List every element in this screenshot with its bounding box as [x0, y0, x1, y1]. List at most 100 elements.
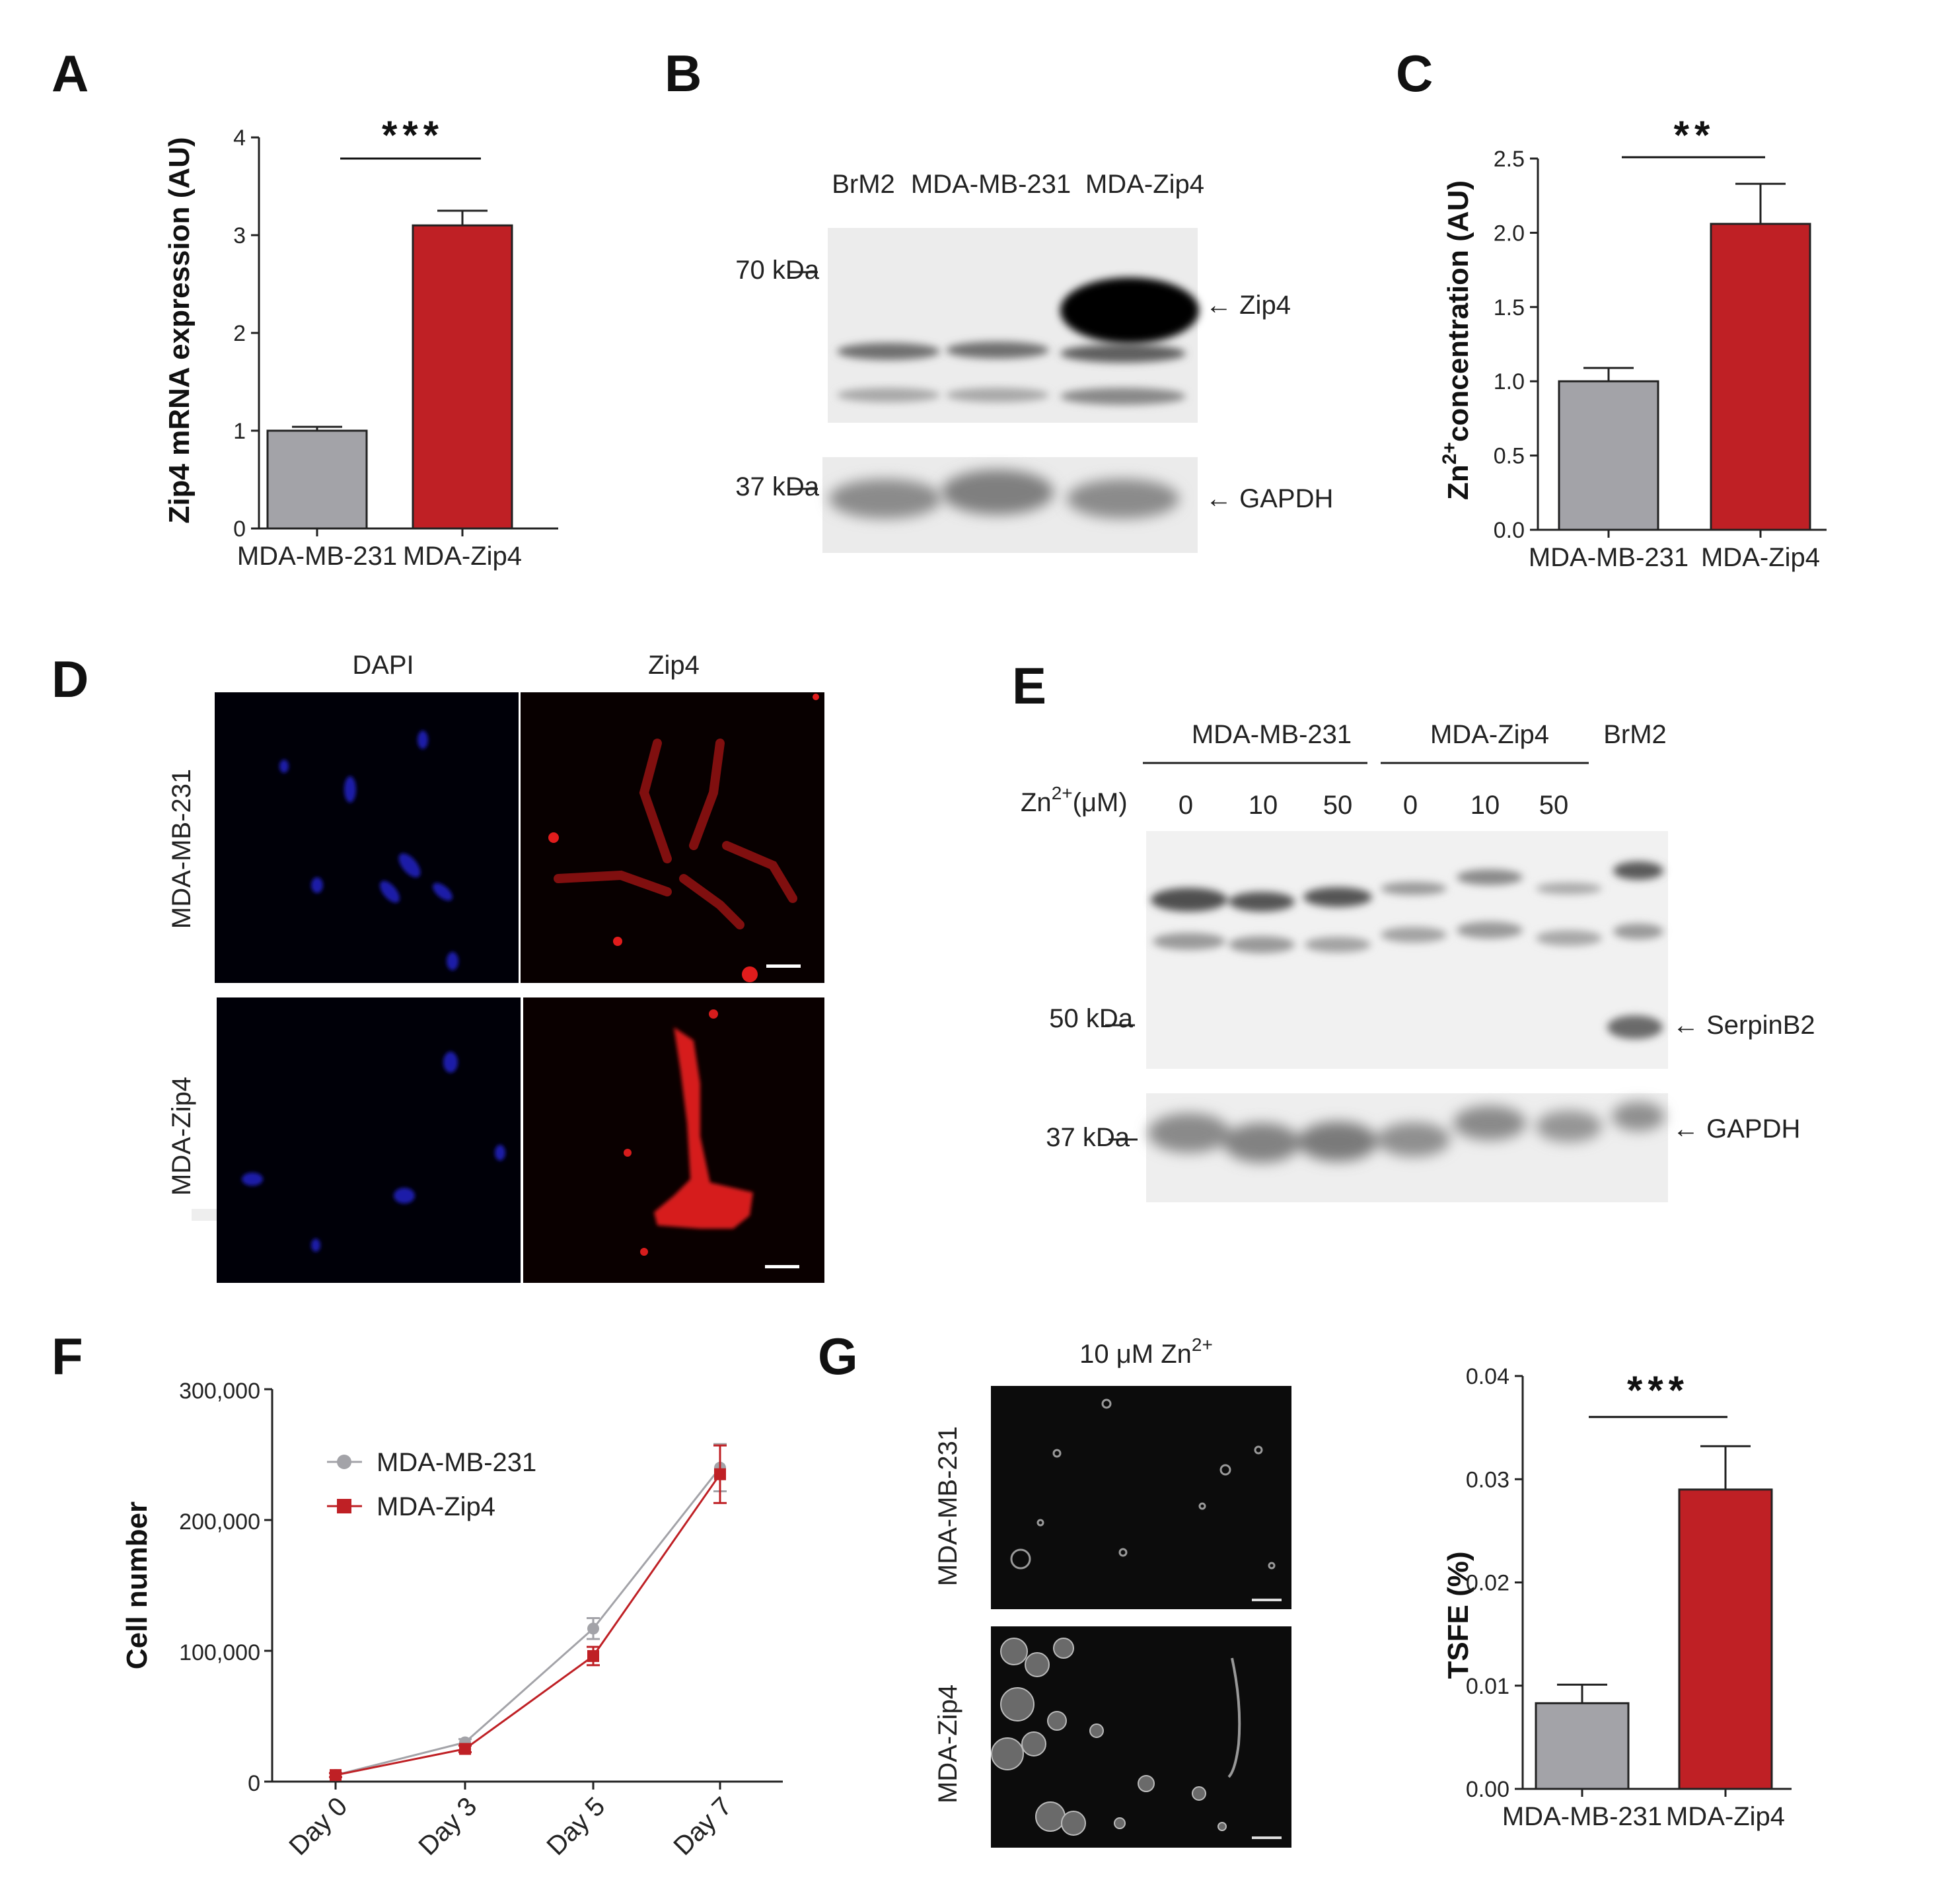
panel-a-ylabel: Zip4 mRNA expression (AU)	[163, 137, 196, 523]
panel-d: D DAPI Zip4 MDA-MB-231 MDA-Zip4	[52, 650, 824, 1283]
panel-g-scale-bar	[1252, 1599, 1282, 1601]
panel-c: C Zn2+concentration (AU) 0.0 0.5 1.0 1.5 2.0…	[1396, 44, 1827, 572]
point	[459, 1743, 471, 1755]
panel-a-significance: ***	[382, 113, 444, 157]
panel-b-band	[946, 342, 1049, 359]
y-tick-label: 2.0	[1494, 221, 1525, 246]
panel-d-scale-bar	[765, 1265, 799, 1268]
legend-label: MDA-MB-231	[377, 1448, 536, 1477]
panel-f: F Cell number 0 100,000 200,000 300,000 Day …	[52, 1327, 783, 1861]
panel-e-gapdh-bands	[1148, 1102, 1665, 1163]
panel-b-band	[837, 343, 940, 360]
point	[587, 1649, 599, 1662]
panel-e-conc: 0	[1403, 791, 1418, 820]
panel-d-col-dapi: DAPI	[352, 651, 414, 680]
y-tick-label: 100,000	[179, 1640, 260, 1665]
panel-c-significance: **	[1674, 113, 1716, 157]
bar	[412, 224, 513, 530]
panel-g: G 10 μM Zn2+ MDA-MB-231 MDA-Zip4 TSFE (%…	[818, 1327, 1792, 1848]
panel-b-band-label-zip4: ← Zip4	[1206, 291, 1291, 320]
panel-d-col-zip4: Zip4	[648, 651, 700, 680]
series-line-0	[335, 1467, 721, 1776]
panel-d-zip4-cells	[554, 739, 797, 929]
panel-letter-a: A	[52, 44, 89, 102]
y-tick-label: 0.01	[1466, 1674, 1509, 1699]
panel-g-spheres	[1010, 1398, 1276, 1570]
y-tick-label: 0.00	[1466, 1777, 1509, 1802]
panel-e-band-label-gapdh: ← GAPDH	[1673, 1114, 1800, 1143]
y-tick-label: 2	[233, 321, 246, 346]
y-tick-label: 1	[233, 419, 246, 444]
panel-b-marker-70: 70 kDa	[735, 256, 819, 285]
panel-letter-f: F	[52, 1327, 83, 1385]
panel-e-bands	[1151, 861, 1663, 1039]
series-line-1	[335, 1473, 721, 1776]
y-tick-label: 300,000	[179, 1379, 260, 1404]
panel-e-marker-50: 50 kDa	[1049, 1004, 1133, 1033]
x-tick-label: MDA-MB-231	[1529, 543, 1688, 572]
y-tick-label: 0.04	[1466, 1364, 1509, 1389]
panel-e-zn-label: Zn2+(μM)	[1021, 783, 1128, 817]
panel-e-conc: 10	[1470, 791, 1500, 820]
panel-c-chart: 0.0 0.5 1.0 1.5 2.0 2.5 MDA-MB-231 MDA-Zip4	[1494, 147, 1827, 572]
y-tick-label: 0.02	[1466, 1571, 1509, 1596]
y-tick-label: 0	[248, 1771, 260, 1796]
panel-letter-e: E	[1012, 657, 1046, 715]
panel-e-conc: 50	[1539, 791, 1569, 820]
panel-d-image-dapi-mdamb231	[215, 692, 519, 983]
y-tick-label: 0.0	[1494, 518, 1525, 543]
panel-d-image-zip4-mdamb231	[521, 692, 824, 983]
panel-g-row-mdamb231: MDA-MB-231	[933, 1426, 962, 1586]
panel-d-scale-bar	[766, 964, 801, 968]
bar	[1535, 1702, 1630, 1790]
panel-c-ylabel: Zn2+concentration (AU)	[1439, 180, 1474, 500]
panel-a-chart: 0 1 2 3 4 MDA-MB-231 MDA-Zip4	[233, 126, 558, 571]
panel-e-group-mdamb231: MDA-MB-231	[1192, 720, 1352, 749]
panel-g-scale-bar	[1252, 1836, 1282, 1839]
bar	[266, 429, 368, 530]
panel-g-significance: ***	[1627, 1368, 1689, 1412]
panel-d-zip4-spots	[548, 694, 819, 982]
panel-d-image-zip4-mdazip4	[523, 997, 824, 1283]
panel-b-band	[829, 479, 941, 519]
panel-g-chart: 0.00 0.01 0.02 0.03 0.04 MDA-MB-231 MDA-Zip4	[1466, 1364, 1792, 1831]
x-tick-label: MDA-Zip4	[1701, 543, 1820, 572]
panel-e-group-mdazip4: MDA-Zip4	[1430, 720, 1549, 749]
panel-g-fiber	[1227, 1657, 1241, 1778]
panel-b-band	[1060, 344, 1186, 363]
x-tick-label: Day 3	[413, 1792, 482, 1861]
panel-b-band	[1067, 479, 1179, 519]
panel-g-image-mdamb231	[991, 1386, 1291, 1609]
panel-g-spheres	[991, 1638, 1227, 1836]
point	[330, 1769, 342, 1782]
panel-e: E MDA-MB-231 MDA-Zip4 BrM2 Zn2+(μM) 0 10…	[1012, 657, 1815, 1202]
panel-letter-d: D	[52, 650, 89, 708]
bar	[1678, 1488, 1773, 1790]
y-tick-label: 0.5	[1494, 444, 1525, 469]
panel-g-row-mdazip4: MDA-Zip4	[933, 1685, 962, 1803]
legend-marker	[337, 1499, 351, 1513]
panel-b-lane-2: MDA-MB-231	[911, 170, 1071, 199]
panel-e-marker-37: 37 kDa	[1046, 1123, 1130, 1152]
panel-b-band	[941, 470, 1054, 515]
panel-b-marker-37: 37 kDa	[735, 472, 819, 501]
x-tick-label: Day 7	[668, 1792, 737, 1861]
y-tick-label: 4	[233, 126, 246, 151]
panel-e-group-brm2: BrM2	[1603, 720, 1667, 749]
x-tick-label: MDA-MB-231	[1502, 1802, 1662, 1831]
bar	[1710, 223, 1811, 531]
panel-b-lane-1: BrM2	[832, 170, 895, 199]
y-tick-label: 1.0	[1494, 369, 1525, 394]
y-tick-label: 0.03	[1466, 1467, 1509, 1492]
panel-d-artifact	[192, 1209, 217, 1221]
panel-b-band	[837, 388, 940, 402]
panel-letter-g: G	[818, 1327, 858, 1385]
legend-marker	[337, 1455, 351, 1469]
panel-b-band-label-gapdh: ← GAPDH	[1206, 484, 1333, 513]
y-tick-label: 200,000	[179, 1509, 260, 1535]
x-tick-label: MDA-Zip4	[403, 542, 522, 571]
y-tick-label: 1.5	[1494, 295, 1525, 320]
panel-d-row-mdamb231: MDA-MB-231	[167, 769, 196, 929]
point	[587, 1622, 599, 1635]
panel-b-band-zip4	[1060, 277, 1199, 344]
